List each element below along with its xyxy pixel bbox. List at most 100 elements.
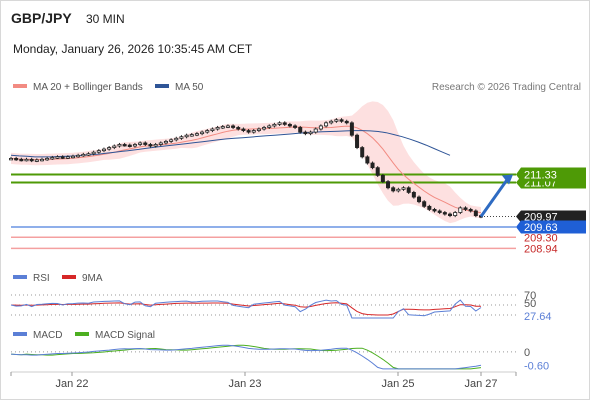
candle	[29, 157, 34, 163]
candle-body	[417, 196, 422, 203]
candle	[96, 149, 101, 154]
candle	[391, 186, 396, 193]
candle	[318, 124, 323, 131]
candle	[236, 125, 241, 131]
candle-body	[262, 127, 267, 130]
candle	[329, 119, 334, 125]
candle-body	[406, 187, 411, 193]
rsi-label-50: 50	[524, 298, 536, 310]
candle	[262, 125, 267, 131]
candle-body	[401, 187, 406, 190]
candle-body	[8, 157, 13, 161]
candle-body	[34, 159, 39, 162]
candle	[241, 127, 246, 133]
candle	[324, 121, 329, 128]
candle-body	[81, 153, 86, 157]
candle	[189, 133, 194, 137]
candle-body	[293, 125, 298, 128]
legend-label-macd-signal: MACD Signal	[95, 330, 155, 341]
candle	[39, 157, 44, 162]
candle	[442, 210, 447, 216]
candle-body	[91, 151, 96, 155]
candle	[370, 161, 375, 170]
candle-body	[251, 130, 256, 133]
candle	[158, 141, 163, 147]
candle-body	[463, 207, 468, 210]
candle-body	[448, 213, 453, 217]
macd-label-last: -0.60	[524, 360, 549, 372]
candle	[401, 186, 406, 191]
candle	[463, 206, 468, 211]
candle-body	[349, 122, 354, 136]
candle-body	[236, 127, 241, 130]
candle	[179, 135, 184, 140]
candle-body	[458, 207, 463, 213]
candle	[55, 155, 60, 160]
price-label-support-lower-bg	[516, 242, 586, 255]
candle-body	[360, 147, 365, 158]
candle	[24, 157, 29, 162]
legend-label-macd: MACD	[33, 330, 62, 341]
candle-body	[339, 119, 344, 122]
candle-body	[112, 145, 117, 148]
candle-body	[370, 162, 375, 169]
candle	[132, 142, 137, 148]
candle	[65, 155, 70, 160]
candle-body	[189, 134, 194, 137]
candle-body	[179, 136, 184, 139]
candle-body	[76, 154, 81, 158]
legend-label-9ma: 9MA	[82, 273, 103, 284]
candle-body	[86, 153, 91, 156]
candle-body	[225, 125, 230, 128]
candle	[339, 118, 344, 123]
candle-body	[422, 201, 427, 207]
rsi-line	[10, 299, 482, 319]
candle	[86, 152, 91, 156]
candle-body	[318, 125, 323, 130]
candle	[298, 125, 303, 134]
candle-body	[101, 148, 106, 152]
candle-body	[210, 128, 215, 131]
candle	[169, 138, 174, 143]
candles	[8, 118, 483, 219]
candle-body	[169, 139, 174, 142]
candle-body	[329, 120, 334, 124]
bollinger-band	[11, 101, 481, 224]
candle	[50, 155, 55, 160]
symbol-title: GBP/JPY	[11, 10, 72, 26]
candle	[380, 173, 385, 184]
candle	[417, 195, 422, 204]
candle	[70, 154, 75, 159]
candle-body	[200, 131, 205, 135]
price-label-last: 209.97	[524, 212, 558, 224]
candle-body	[287, 123, 292, 127]
legend-swatch-macd-signal	[75, 332, 89, 336]
candle	[303, 130, 308, 136]
candle-body	[158, 142, 163, 145]
candle-body	[427, 205, 432, 210]
candle	[313, 127, 318, 134]
x-tick-label: Jan 23	[228, 378, 261, 390]
candle-body	[267, 125, 272, 128]
price-label-pivot-bg	[516, 220, 586, 234]
candle	[210, 127, 215, 133]
timeframe-label: 30 MIN	[86, 12, 125, 26]
candle	[365, 155, 370, 165]
candle	[360, 146, 365, 159]
price-label-support-upper: 209.30	[524, 232, 558, 244]
price-label-last-bg	[516, 210, 586, 223]
candle	[122, 142, 127, 147]
candle-body	[138, 142, 143, 145]
candle-body	[143, 142, 148, 145]
candle	[14, 156, 19, 161]
candle	[267, 124, 272, 130]
candle	[349, 121, 354, 137]
candle	[386, 180, 391, 190]
rsi-label-70: 70	[524, 290, 536, 302]
candle-body	[50, 157, 55, 160]
candle	[355, 133, 360, 150]
candle-body	[391, 187, 396, 192]
x-tick-label: Jan 25	[381, 378, 414, 390]
legend-label-ma50: MA 50	[175, 82, 204, 93]
